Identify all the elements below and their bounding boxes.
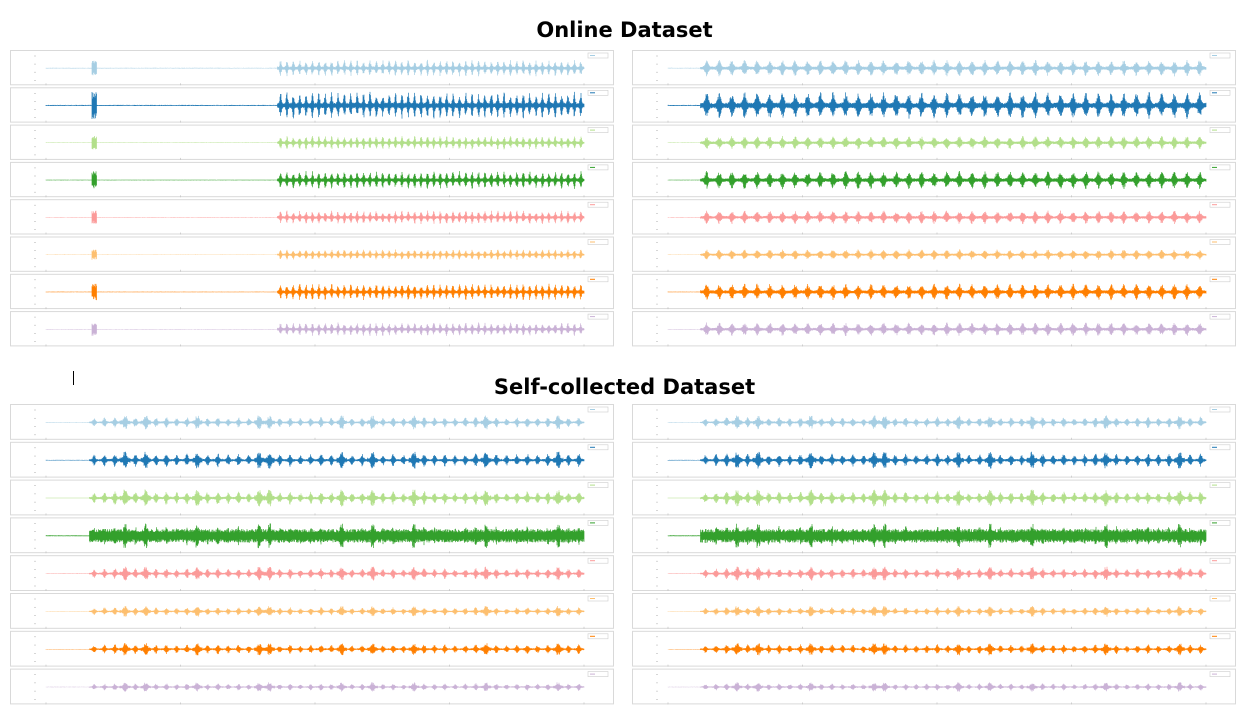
series-waveform [45, 59, 585, 77]
series-waveform [45, 171, 585, 189]
series-waveform [667, 249, 1207, 260]
legend-box [1209, 557, 1231, 564]
series-waveform [667, 210, 1207, 224]
series-waveform [45, 210, 585, 224]
series-waveform [45, 606, 585, 617]
series-waveform [667, 59, 1207, 77]
legend-box [1209, 89, 1231, 96]
chart-svg [632, 404, 1236, 705]
series-waveform [667, 643, 1207, 656]
series-waveform [45, 322, 585, 336]
text-cursor [73, 371, 74, 385]
legend-box [587, 164, 609, 171]
chart-svg [632, 50, 1236, 347]
series-waveform [45, 523, 585, 549]
legend-box [1209, 164, 1231, 171]
legend-box [587, 313, 609, 320]
legend-box [587, 89, 609, 96]
legend-box [1209, 482, 1231, 488]
legend-box [587, 406, 609, 413]
legend-box [1209, 201, 1231, 208]
legend-box [587, 127, 609, 133]
legend-box [1209, 671, 1231, 677]
legend-box [587, 276, 609, 283]
series-waveform [45, 566, 585, 581]
series-waveform [45, 489, 585, 507]
chart-svg [10, 404, 614, 705]
legend-box [587, 52, 609, 59]
series-waveform [667, 322, 1207, 336]
legend-box [1209, 633, 1231, 640]
self-collected-left-chart [10, 402, 614, 706]
series-waveform [45, 451, 585, 469]
series-waveform [45, 415, 585, 430]
series-waveform [667, 92, 1207, 119]
series-waveform [667, 489, 1207, 507]
series-waveform [667, 566, 1207, 581]
legend-box [587, 520, 609, 526]
legend-box [1209, 52, 1231, 59]
legend-box [1209, 239, 1231, 245]
legend-box [1209, 276, 1231, 283]
self-collected-dataset-title: Self-collected Dataset [493, 375, 756, 399]
series-waveform [667, 171, 1207, 190]
online-right-chart [632, 47, 1236, 347]
legend-box [587, 482, 609, 488]
series-waveform [667, 451, 1207, 469]
series-waveform [45, 682, 585, 692]
legend-box [1209, 313, 1231, 320]
series-waveform [667, 415, 1207, 430]
legend-box [1209, 406, 1231, 413]
series-waveform [45, 249, 585, 260]
legend-box [587, 557, 609, 564]
legend-box [587, 671, 609, 677]
series-waveform [667, 283, 1207, 301]
series-waveform [667, 606, 1207, 617]
series-waveform [45, 136, 585, 150]
legend-box [1209, 595, 1231, 602]
online-left-chart [10, 47, 614, 347]
self-collected-right-chart [632, 402, 1236, 706]
series-waveform [45, 643, 585, 656]
legend-box [1209, 520, 1231, 526]
online-dataset-title: Online Dataset [536, 18, 713, 42]
legend-box [587, 595, 609, 602]
legend-box [1209, 127, 1231, 133]
legend-box [587, 444, 609, 451]
legend-box [1209, 444, 1231, 451]
series-waveform [667, 523, 1207, 548]
legend-box [587, 633, 609, 640]
series-waveform [667, 136, 1207, 150]
chart-svg [10, 50, 614, 347]
series-waveform [45, 283, 585, 301]
series-waveform [45, 91, 585, 119]
legend-box [587, 201, 609, 208]
series-waveform [667, 682, 1207, 692]
legend-box [587, 239, 609, 245]
